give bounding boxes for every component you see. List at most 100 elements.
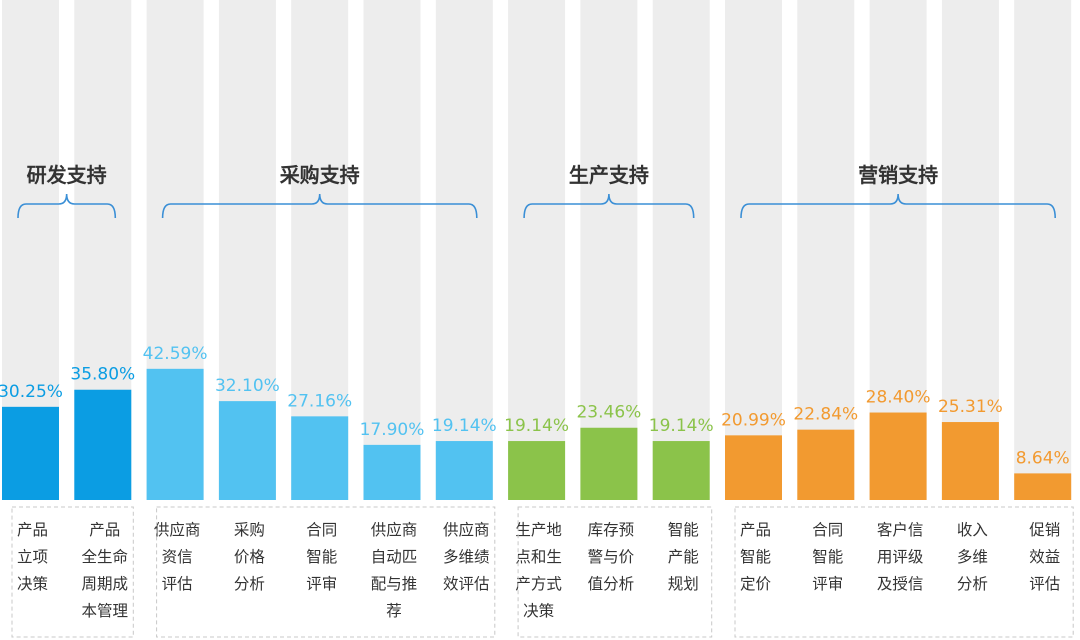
category-label-line: 价格 [234,548,266,566]
category-label-line: 合同 [306,521,337,539]
bar [74,389,132,500]
category-label-line: 分析 [234,575,265,593]
category-label-line: 智能 [306,548,337,566]
bar [725,435,782,500]
category-label-line: 评估 [162,575,193,593]
category-label-line: 规划 [668,575,699,593]
data-label: 32.10% [215,376,280,396]
bar [2,406,59,500]
category-label-line: 智能 [740,548,771,566]
category-label-line: 效益 [1029,548,1060,566]
category-label-line: 值分析 [588,575,635,593]
bar [363,444,421,500]
group-category-box [517,506,713,638]
group-category-box [11,506,134,638]
category-label-line: 供应商 [443,520,490,539]
category-label-line: 配与推 [371,575,418,593]
data-label: 42.59% [143,344,208,364]
background-column [580,0,638,500]
data-label: 28.40% [866,388,931,408]
bar [218,401,276,500]
category-label-line: 决策 [523,602,554,620]
data-label: 19.14% [649,416,714,436]
category-label-line: 产品 [740,521,771,539]
background-column [508,0,566,500]
group-bracket [17,193,117,219]
category-label-line: 本管理 [82,602,129,620]
category-label-line: 评审 [812,575,843,593]
category-label-line: 生产地 [515,521,562,539]
data-label: 25.31% [938,397,1003,417]
group-label: 营销支持 [858,163,938,187]
category-label-line: 评估 [1029,575,1060,593]
data-label: 22.84% [793,405,858,425]
data-label: 19.14% [504,416,569,436]
data-label: 17.90% [360,420,425,440]
group-label: 研发支持 [27,163,107,187]
bar [1014,473,1072,500]
category-label-line: 周期成 [82,575,129,593]
category-label-line: 警与价 [588,548,635,566]
data-label: 23.46% [576,403,641,423]
group-bracket [523,193,695,219]
category-label-line: 促销 [1029,521,1060,539]
background-column [797,0,855,500]
background-column [941,0,999,500]
category-label-line: 智能 [668,521,699,539]
data-label: 27.16% [287,391,352,411]
category-label-line: 多维绩 [443,548,490,566]
bar [435,441,493,500]
bar [146,368,204,500]
category-label-line: 采购 [234,521,265,539]
category-label-line: 智能 [812,548,843,566]
group-label: 生产支持 [569,163,649,187]
bar [508,441,566,500]
data-label: 8.64% [1016,448,1070,468]
data-label: 30.25% [0,382,63,402]
background-column [435,0,493,500]
category-label-line: 点和生 [515,548,562,566]
category-label-line: 供应商 [371,520,418,539]
group-bracket [161,193,478,219]
category-label-line: 供应商 [154,520,201,539]
category-label-line: 产品 [89,521,120,539]
category-label-line: 收入 [957,521,988,539]
category-label-line: 全生命 [82,548,129,566]
group-category-box [734,506,1074,638]
bar [652,441,710,500]
category-label-line: 分析 [957,575,988,593]
group-category-box [156,506,496,638]
background-column [725,0,782,500]
group-bracket [740,193,1056,219]
data-label: 19.14% [432,416,497,436]
category-label-line: 合同 [812,521,843,539]
bar [291,416,349,500]
bar [580,427,638,500]
category-label-line: 定价 [740,575,772,593]
background-column [1014,0,1072,500]
category-label-line: 效评估 [443,575,490,593]
category-label-line: 立项 [17,548,48,566]
group-label: 采购支持 [280,163,360,187]
category-label-line: 决策 [17,575,48,593]
bar [869,412,927,500]
category-label-line: 客户信 [877,521,924,539]
category-label-line: 用评级 [877,548,924,566]
data-label: 20.99% [721,410,786,430]
background-column [363,0,421,500]
category-label-line: 资信 [162,548,193,566]
bar [941,422,999,500]
category-label-line: 产能 [668,548,699,566]
category-label-line: 评审 [306,575,337,593]
bar [797,429,855,500]
category-label-line: 荐 [386,602,402,620]
category-label-line: 多维 [957,548,988,566]
category-label-line: 产方式 [515,575,562,593]
category-label-line: 产品 [17,521,48,539]
category-label-line: 库存预 [588,521,635,539]
background-column [652,0,710,500]
data-label: 35.80% [70,365,135,385]
category-label-line: 自动匹 [371,548,418,566]
